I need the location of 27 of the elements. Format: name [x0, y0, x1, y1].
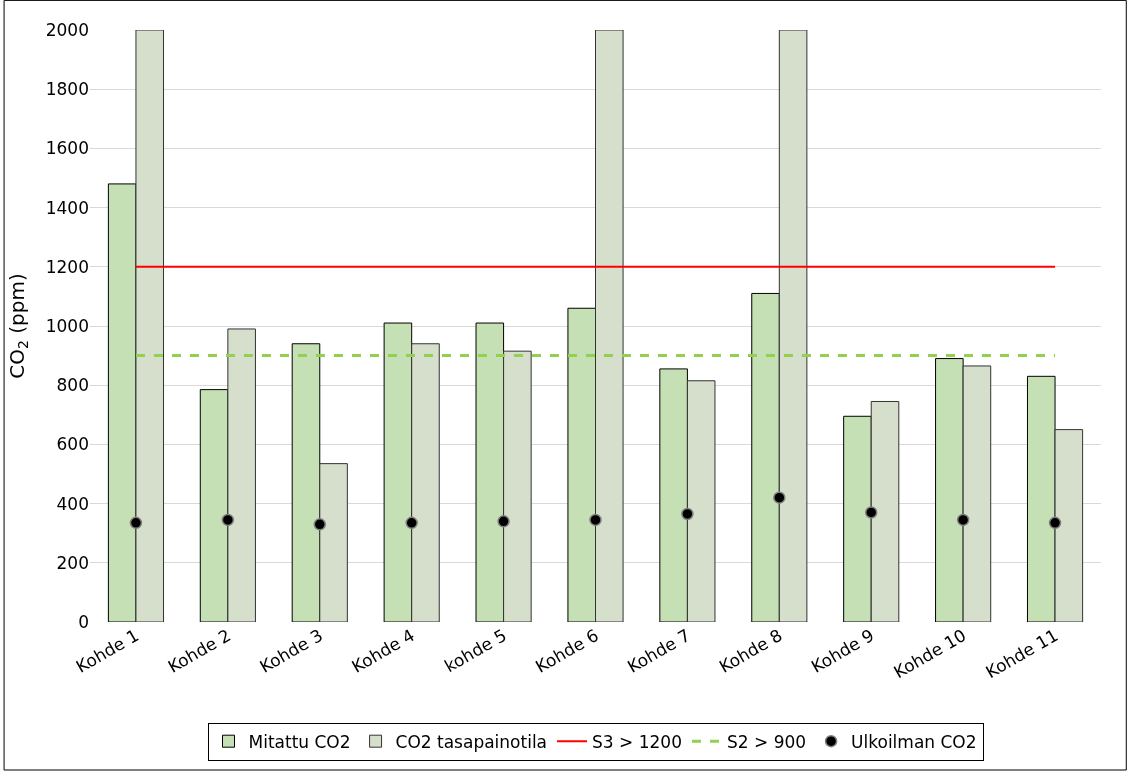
bar — [411, 343, 440, 622]
bar — [1054, 429, 1084, 622]
bar — [595, 30, 624, 622]
y-tick-label: 2000 — [45, 19, 89, 40]
legend-label: Mitattu CO2 — [248, 731, 351, 752]
y-tick-label: 1800 — [45, 79, 89, 100]
bar — [962, 365, 992, 622]
bar — [319, 463, 348, 622]
bar — [227, 328, 256, 622]
y-tick-label: 1400 — [45, 197, 89, 218]
bar — [135, 30, 165, 622]
y-tick-label: 200 — [56, 552, 89, 573]
y-tick-label: 600 — [56, 434, 89, 455]
legend-label: Ulkoilman CO2 — [851, 731, 977, 752]
legend-label: S3 > 1200 — [592, 731, 682, 752]
y-tick-label: 800 — [56, 375, 89, 396]
y-tick-label: 1200 — [45, 256, 89, 277]
y-tick-label: 1600 — [45, 138, 89, 159]
y-tick-label: 1000 — [45, 315, 89, 336]
y-tick-label: 0 — [78, 611, 89, 632]
y-tick-label: 400 — [56, 493, 89, 514]
bar — [503, 350, 532, 622]
legend-label: CO2 tasapainotila — [395, 731, 548, 752]
legend-label: S2 > 900 — [726, 731, 807, 752]
bar — [686, 380, 716, 622]
bar — [870, 400, 900, 622]
bar — [778, 30, 808, 622]
